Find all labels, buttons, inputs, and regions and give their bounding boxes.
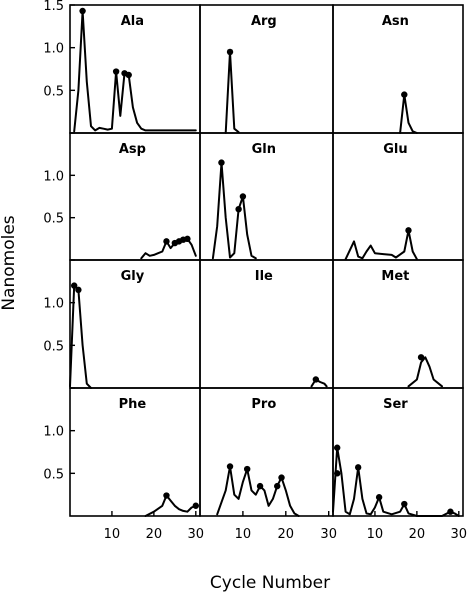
data-point <box>333 470 341 477</box>
data-point <box>163 492 170 499</box>
x-tick-label: 20 <box>146 527 163 542</box>
data-point <box>70 282 78 289</box>
x-tick-label: 30 <box>188 527 205 542</box>
panel-asn: Asn <box>332 4 464 134</box>
series-line-met <box>407 356 443 388</box>
data-point <box>218 159 225 166</box>
data-point <box>401 500 408 508</box>
data-point <box>79 7 86 15</box>
panel-glu: Glu <box>332 132 464 261</box>
panels-layer: Ala Arg Asn Asp Gln Glu Gly Ile Met Phe Pro Ser <box>69 4 464 517</box>
panel-label: Arg <box>251 14 277 29</box>
panel-label: Met <box>381 269 409 284</box>
y-tick-label: 1.0 <box>43 169 64 184</box>
series-line-asn <box>399 93 418 134</box>
y-tick-label: 0.5 <box>43 212 64 227</box>
y-tick-label: 0.5 <box>43 84 64 99</box>
y-tick-label: 1.0 <box>43 42 64 57</box>
data-point <box>192 502 200 509</box>
y-axis-label: Nanomoles <box>0 215 19 310</box>
panel-label: Ala <box>121 14 144 29</box>
panel-arg: Arg <box>199 4 334 134</box>
panel-label: Gly <box>121 269 145 284</box>
x-tick-label: 10 <box>104 527 121 542</box>
panel-gln: Gln <box>199 132 334 261</box>
panel-ser: Ser <box>332 387 464 517</box>
panel-met: Met <box>332 259 464 389</box>
y-tick-label: 0.5 <box>43 339 64 354</box>
panel-label: Asn <box>382 14 409 29</box>
data-point <box>226 463 234 470</box>
data-point <box>333 444 341 451</box>
panel-label: Phe <box>119 397 147 412</box>
y-tick-label: 1.5 <box>43 0 64 14</box>
x-tick-label: 20 <box>278 527 295 542</box>
panel-label: Asp <box>119 142 146 157</box>
data-point <box>239 193 247 200</box>
x-tick-label: 30 <box>320 527 337 542</box>
data-point <box>235 206 242 213</box>
x-tick-labels: 10 20 30 10 20 30 10 20 30 <box>104 527 467 542</box>
data-point <box>312 376 320 383</box>
data-point <box>112 68 120 75</box>
data-point <box>401 91 408 98</box>
panel-ala: Ala <box>69 4 201 134</box>
data-point <box>256 482 264 490</box>
panel-label: Ile <box>255 269 273 284</box>
y-tick-label: 0.5 <box>43 467 64 482</box>
series-line-pro <box>216 465 300 517</box>
data-point <box>447 508 454 515</box>
data-point <box>163 238 170 245</box>
x-tick-label: 10 <box>367 527 384 542</box>
data-point <box>226 48 234 56</box>
x-axis-label: Cycle Number <box>210 573 330 593</box>
y-tick-label: 1.0 <box>43 425 64 440</box>
series-line-glu <box>344 229 418 261</box>
panel-ile: Ile <box>199 259 334 389</box>
panel-frame <box>332 387 464 517</box>
panel-label: Gln <box>252 142 276 157</box>
x-tick-label: 30 <box>451 527 468 542</box>
data-point <box>278 474 285 481</box>
data-point <box>184 235 191 243</box>
panel-asp: Asp <box>69 132 201 261</box>
series-line-ser <box>332 446 460 517</box>
panel-pro: Pro <box>199 387 334 517</box>
series-line-ala <box>73 10 197 133</box>
data-point <box>274 482 281 490</box>
y-tick-labels: 0.5 1.0 1.5 0.5 1.0 0.5 1.0 0.5 1.0 <box>43 0 64 482</box>
panel-gly: Gly <box>69 259 201 389</box>
data-point <box>125 71 132 79</box>
x-tick-label: 20 <box>409 527 426 542</box>
panel-label: Glu <box>383 142 407 157</box>
series-line-gly <box>69 284 92 389</box>
series-line-arg <box>224 50 240 134</box>
panel-label: Pro <box>251 397 276 412</box>
y-tick-label: 1.0 <box>43 297 64 312</box>
panel-label: Ser <box>383 397 408 412</box>
data-point <box>75 286 82 294</box>
data-point <box>417 354 425 361</box>
series-line-phe <box>144 494 197 517</box>
panel-phe: Phe <box>69 387 201 517</box>
data-point <box>375 494 383 501</box>
data-point <box>405 227 412 234</box>
data-point <box>243 465 251 473</box>
data-point <box>354 464 362 471</box>
x-tick-label: 10 <box>235 527 252 542</box>
series-line-gln <box>211 161 257 260</box>
